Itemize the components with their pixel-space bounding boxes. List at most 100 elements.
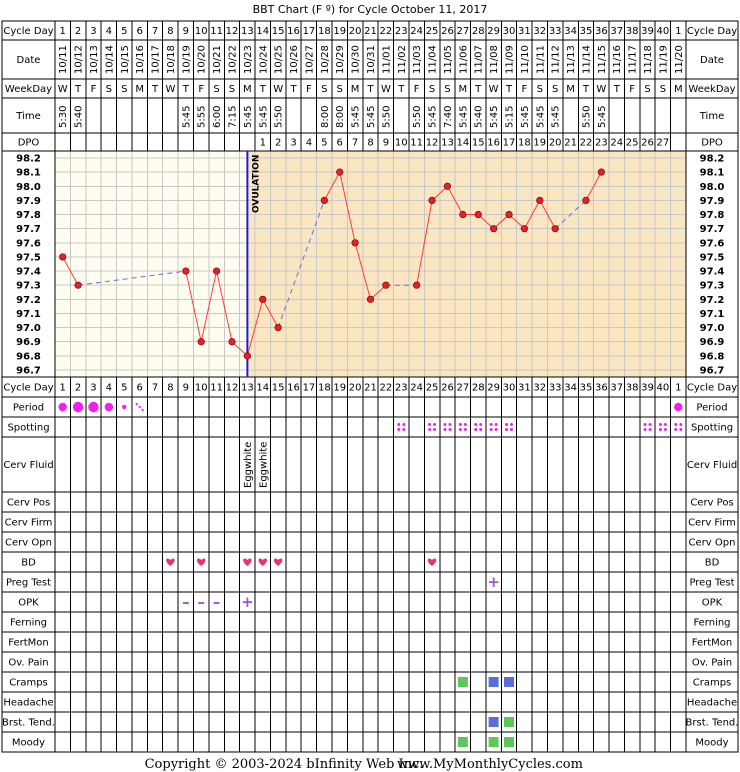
cycle-day-label: 15 — [272, 26, 285, 37]
row-label-left: Date — [17, 55, 41, 66]
weekday-label: W — [381, 84, 391, 95]
temp-tick-label: 97.7 — [700, 224, 725, 235]
cycle-day-label: 12 — [226, 26, 239, 37]
weekday-label: S — [429, 84, 435, 95]
cycle-day-label: 17 — [303, 26, 316, 37]
row-label-right: Time — [699, 111, 724, 122]
date-label: 11/11 — [535, 45, 546, 74]
cycle-day-label: 37 — [610, 26, 623, 37]
cycle-day-label: 29 — [487, 26, 500, 37]
opk-mark: + — [241, 593, 254, 611]
weekday-label: M — [135, 84, 144, 95]
cycle-day-label: 2 — [75, 26, 81, 37]
date-label: 10/30 — [351, 45, 362, 74]
cycle-day-label: 28 — [472, 26, 485, 37]
dpo-label: 22 — [580, 138, 593, 149]
date-label: 10/17 — [151, 45, 162, 74]
date-label: 10/27 — [304, 45, 315, 74]
cycle-day-label: 40 — [657, 26, 670, 37]
row-label-right: Cerv Opn — [689, 538, 736, 549]
date-label: 11/16 — [612, 45, 623, 74]
dpo-label: 27 — [657, 138, 670, 149]
cycle-day-label: 32 — [533, 383, 546, 394]
spotting-dot — [474, 423, 478, 426]
temp-point — [59, 253, 67, 261]
cycle-day-label: 32 — [533, 26, 546, 37]
date-label: 10/25 — [274, 45, 285, 74]
bd-heart-icon — [166, 558, 175, 566]
period-dot — [122, 404, 127, 410]
date-label: 11/20 — [674, 45, 685, 74]
cycle-day-label: 10 — [195, 383, 208, 394]
weekday-label: T — [582, 84, 590, 95]
row-label-right: Ferning — [693, 618, 730, 629]
cycle-day-label: 29 — [487, 383, 500, 394]
date-label: 11/15 — [597, 45, 608, 74]
weekday-label: W — [58, 84, 68, 95]
dpo-label: 18 — [518, 138, 531, 149]
row-label-left: Cycle Day — [3, 26, 53, 37]
temp-point — [259, 295, 267, 303]
site-link[interactable]: www.MyMonthlyCycles.com — [397, 757, 583, 772]
cycle-day-label: 20 — [349, 383, 362, 394]
temp-tick-label: 97.4 — [16, 267, 41, 278]
weekday-label: M — [243, 84, 252, 95]
date-label: 10/22 — [227, 45, 238, 74]
temp-tick-label: 97.8 — [16, 210, 41, 221]
cycle-day-label: 4 — [106, 26, 112, 37]
temp-point — [582, 196, 590, 204]
date-label: 10/14 — [104, 45, 115, 74]
cycle-day-label: 4 — [106, 383, 112, 394]
period-dot — [88, 401, 99, 413]
row-label-right: Brst. Tend. — [686, 718, 739, 729]
spotting-dot — [397, 428, 401, 431]
cycle-day-label: 25 — [426, 26, 439, 37]
temp-tick-label: 97.9 — [16, 196, 41, 207]
period-dot — [58, 402, 67, 412]
spotting-dot — [489, 428, 493, 431]
row-label-left: Cramps — [9, 678, 48, 689]
temp-tick-label: 97.0 — [700, 323, 725, 334]
dpo-label: 12 — [426, 138, 439, 149]
cramps-marker — [504, 677, 515, 687]
temp-line-segment — [416, 200, 433, 286]
cycle-day-label: 3 — [90, 383, 96, 394]
cycle-day-label: 18 — [318, 383, 331, 394]
cycle-day-label: 5 — [121, 383, 127, 394]
row-label-right: FertMon — [692, 638, 732, 649]
row-label-left: WeekDay — [5, 84, 52, 95]
cycle-day-label: 33 — [549, 383, 562, 394]
cycle-day-label: 12 — [226, 383, 239, 394]
cycle-day-label: 11 — [210, 26, 223, 37]
spotting-dot — [679, 423, 683, 426]
date-label: 10/26 — [289, 45, 300, 74]
row-label-left: Cerv Firm — [5, 518, 53, 529]
row-label-left: Cerv Pos — [7, 498, 50, 509]
period-dot — [72, 401, 84, 413]
temp-tick-label: 96.9 — [16, 337, 41, 348]
temp-line-segment — [216, 270, 233, 342]
date-label: 11/02 — [397, 45, 408, 74]
weekday-label: F — [522, 84, 528, 95]
dpo-label: 19 — [533, 138, 546, 149]
dpo-label: 9 — [383, 138, 389, 149]
cycle-day-label: 10 — [195, 26, 208, 37]
cycle-day-label: 11 — [210, 383, 223, 394]
row-label-right: Moody — [695, 738, 728, 749]
temp-tick-label: 97.0 — [16, 323, 41, 334]
temp-line-segment — [539, 200, 556, 229]
temp-point — [182, 267, 190, 275]
cycle-day-label: 8 — [167, 26, 173, 37]
spotting-dot — [494, 423, 498, 426]
date-label: 10/29 — [335, 45, 346, 74]
row-label-left: Time — [15, 111, 40, 122]
date-label: 10/16 — [135, 45, 146, 74]
cycle-day-label: 30 — [503, 383, 516, 394]
cycle-day-label: 13 — [241, 26, 254, 37]
temp-gap-segment — [277, 200, 325, 328]
temp-point — [459, 210, 467, 219]
time-label: 5:50 — [381, 106, 392, 128]
follicular-phase-bg — [55, 151, 248, 377]
row-label-left: Brst. Tend. — [2, 718, 55, 729]
